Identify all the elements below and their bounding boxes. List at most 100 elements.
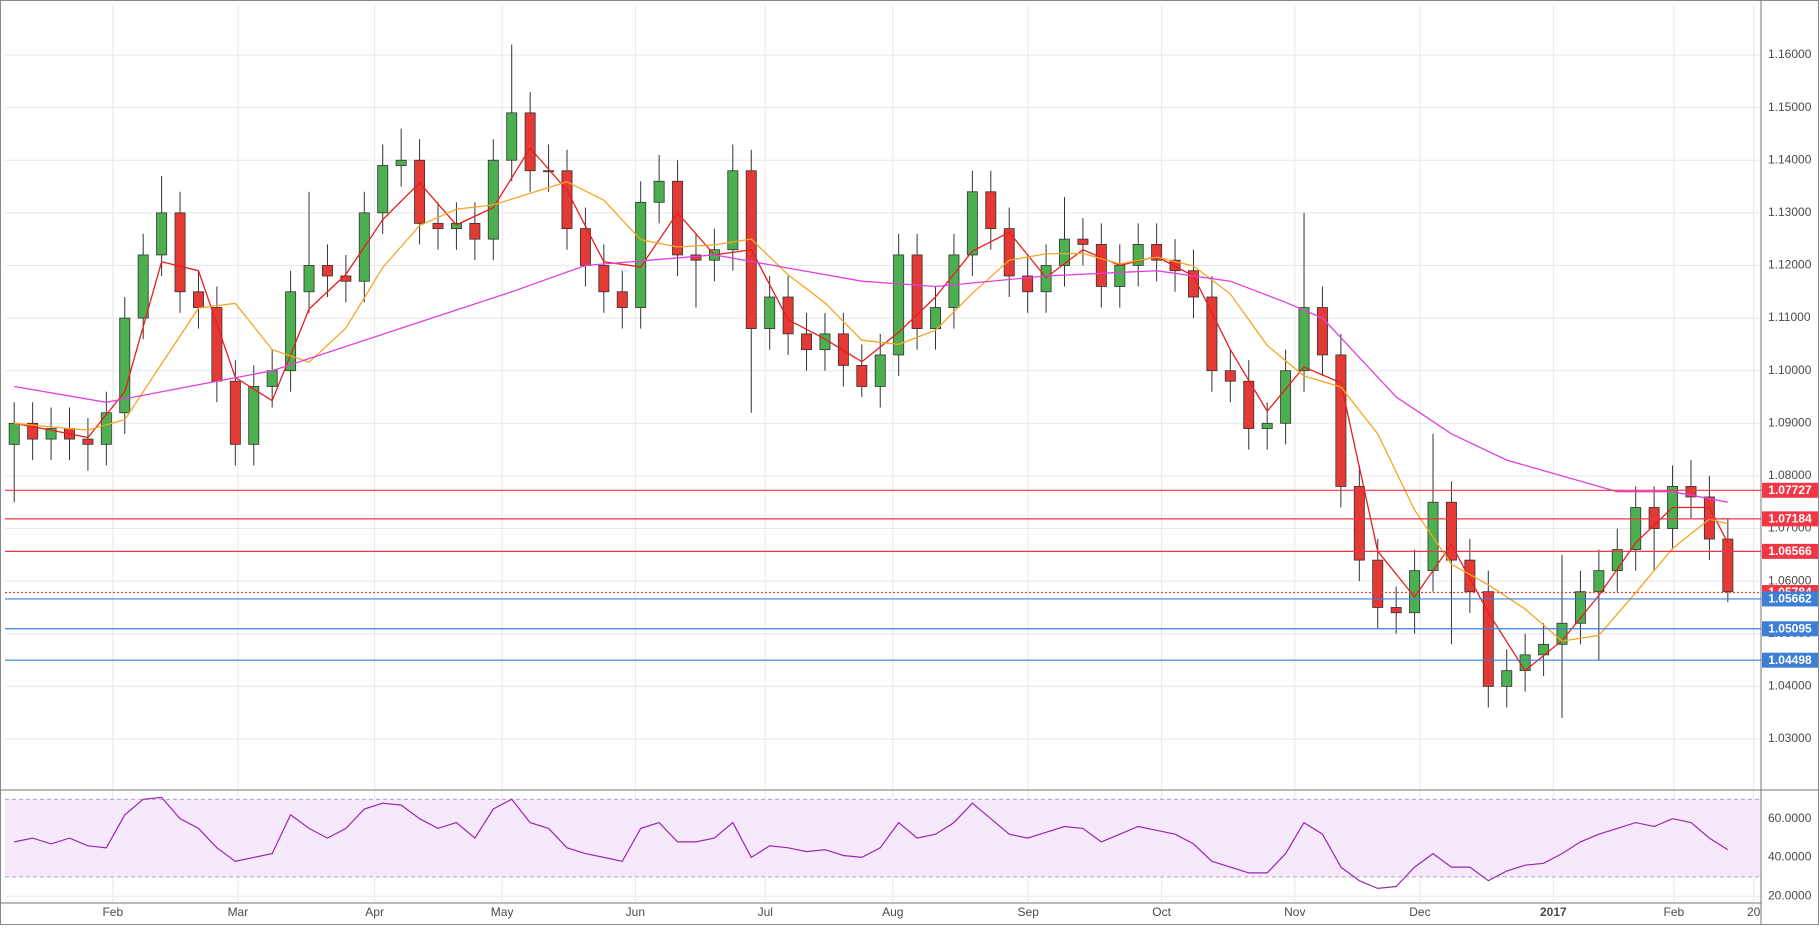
candle-body <box>1224 370 1236 382</box>
candle-body <box>174 212 186 293</box>
y-tick-label: 1.13000 <box>1768 205 1812 219</box>
level-label: 1.07184 <box>1768 512 1812 526</box>
candle-body <box>1077 238 1089 245</box>
x-tick-label: Jul <box>758 905 773 919</box>
candle-body <box>193 291 204 308</box>
candle-body <box>616 291 628 308</box>
candle-body <box>1298 307 1310 372</box>
level-label-box <box>1762 621 1818 637</box>
level-label-box <box>1762 543 1818 559</box>
level-label: 1.05662 <box>1768 592 1812 606</box>
y-tick-label: 1.14000 <box>1768 152 1812 166</box>
candle-body <box>266 370 278 387</box>
candle-body <box>395 159 407 166</box>
x-tick-label: Jun <box>626 905 645 919</box>
candle-body <box>1206 296 1218 372</box>
rsi-band <box>5 799 1761 877</box>
candle-body <box>1372 559 1384 608</box>
candle-body <box>1630 507 1642 550</box>
candle-body <box>727 170 739 251</box>
y-tick-label: 1.04000 <box>1768 679 1812 693</box>
candle-body <box>1611 549 1623 572</box>
candle-body <box>1022 275 1034 293</box>
candle-body <box>1003 228 1015 277</box>
candle-body <box>764 296 776 329</box>
y-tick-label: 1.11000 <box>1768 310 1811 324</box>
candle-body <box>1114 265 1126 287</box>
y-tick-label: 40.0000 <box>1768 850 1812 864</box>
candle-body <box>1445 501 1457 561</box>
level-label: 1.04498 <box>1768 653 1812 667</box>
candle-body <box>1040 265 1052 293</box>
y-tick-label: 20.0000 <box>1768 888 1812 902</box>
candle-body <box>782 296 794 335</box>
candle-body <box>8 422 20 445</box>
y-tick-label: 1.15000 <box>1768 100 1812 114</box>
x-tick-label: Feb <box>102 905 123 919</box>
y-tick-label: 1.16000 <box>1768 47 1812 61</box>
moving-average <box>14 254 1728 503</box>
level-label: 1.07727 <box>1768 483 1812 497</box>
candle-body <box>1390 607 1402 614</box>
y-tick-label: 1.06000 <box>1768 573 1812 587</box>
candle-body <box>653 180 665 203</box>
candle-body <box>911 254 923 329</box>
candle-body <box>598 265 610 293</box>
candle-body <box>1648 507 1660 529</box>
candle-body <box>469 222 481 240</box>
candle-body <box>1188 270 1199 298</box>
candle-body <box>1353 486 1365 561</box>
candle-body <box>930 307 941 329</box>
x-tick-label: Sep <box>1018 905 1040 919</box>
candle-body <box>303 265 315 293</box>
candle-body <box>985 191 997 230</box>
candle-body <box>1316 307 1328 356</box>
candle-body <box>893 254 905 356</box>
candle-body <box>1095 244 1107 287</box>
candle-body <box>248 386 260 445</box>
candle-body <box>561 170 573 230</box>
candle-body <box>1261 422 1273 429</box>
level-label: 1.05095 <box>1768 621 1812 635</box>
candle-body <box>1243 380 1255 429</box>
candle-body <box>377 165 389 214</box>
candle-body <box>1482 591 1494 687</box>
candle-body <box>1280 370 1292 424</box>
candle-body <box>285 291 297 372</box>
rsi-line <box>14 796 1729 890</box>
candle-body <box>1132 244 1144 266</box>
x-tick-label: May <box>491 905 514 919</box>
candle-body <box>690 254 702 261</box>
x-tick-label: 20 <box>1747 905 1761 919</box>
candle-body <box>1335 354 1347 487</box>
candle-body <box>487 159 499 240</box>
level-label-box <box>1762 652 1818 668</box>
candle-body <box>119 317 131 414</box>
level-label-box <box>1762 511 1818 527</box>
candle-body <box>524 112 536 172</box>
candle-body <box>1409 570 1421 614</box>
candle-body <box>1169 259 1181 272</box>
candle-body <box>1464 559 1476 593</box>
candle-body <box>1685 486 1697 498</box>
candle-body <box>321 265 333 277</box>
moving-average <box>14 147 1729 672</box>
y-tick-label: 1.09000 <box>1768 415 1812 429</box>
candle-body <box>1574 591 1586 624</box>
candle-body <box>635 201 647 308</box>
candle-body <box>432 222 444 230</box>
candle-body <box>137 254 149 319</box>
candle-body <box>27 422 39 440</box>
candle-body <box>414 159 426 224</box>
level-label: 1.06566 <box>1768 544 1812 558</box>
candle-body <box>100 412 112 445</box>
x-tick-label: Apr <box>365 905 384 919</box>
x-tick-label: Mar <box>228 905 249 919</box>
candle-body <box>211 307 223 382</box>
candle-body <box>450 222 462 230</box>
candle-body <box>229 380 241 445</box>
candle-body <box>948 254 960 308</box>
y-tick-label: 1.03000 <box>1768 731 1812 745</box>
candle-body <box>1593 570 1605 593</box>
